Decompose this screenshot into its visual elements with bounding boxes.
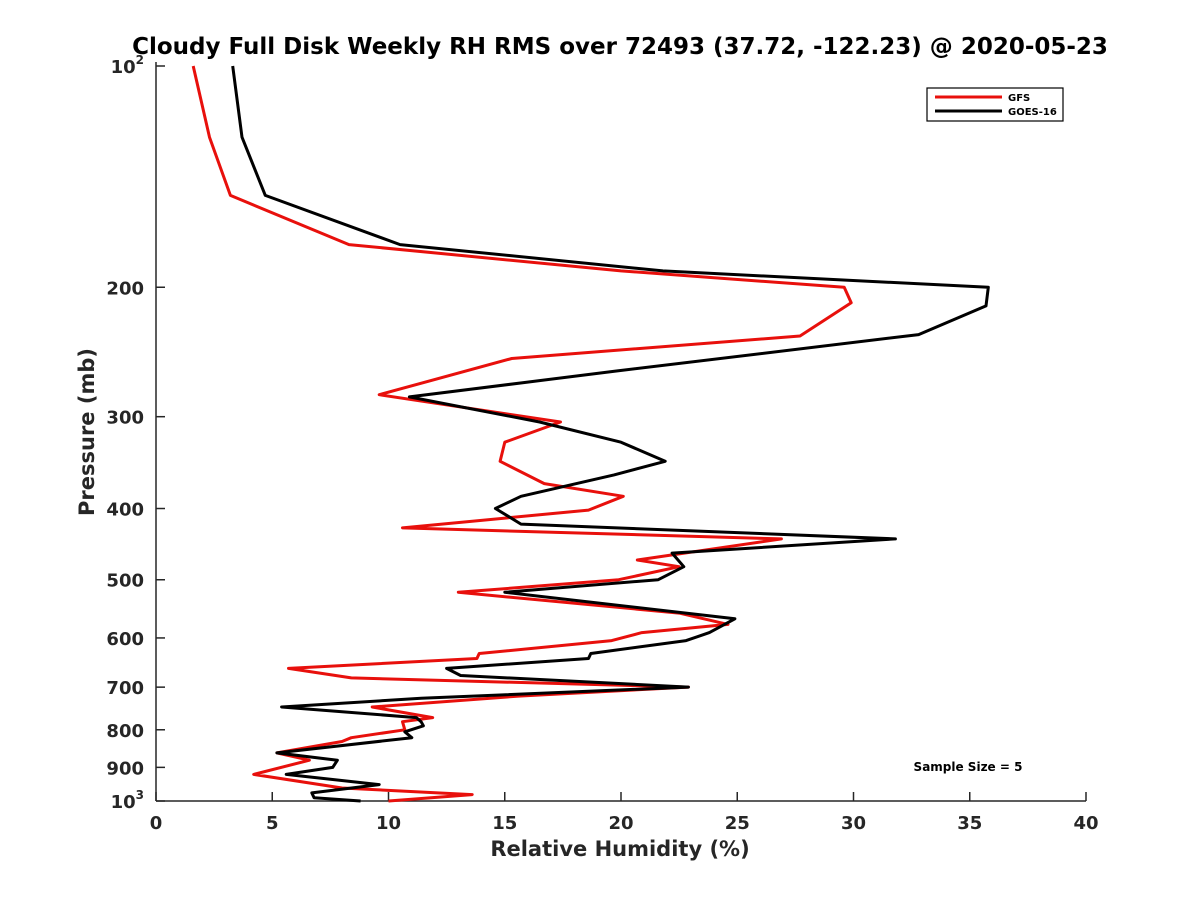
y-tick-label: 600 (106, 629, 144, 650)
legend-label-goes16: GOES-16 (1008, 107, 1057, 118)
y-tick-label: 700 (106, 678, 144, 699)
legend: GFS GOES-16 (926, 87, 1064, 122)
x-axis-label: Relative Humidity (%) (490, 837, 749, 861)
y-axis-label: Pressure (mb) (75, 348, 99, 516)
y-tick-label: 102 (111, 53, 144, 78)
y-tick-label: 103 (111, 788, 144, 813)
x-tick-label: 10 (376, 813, 401, 834)
y-tick-label: 200 (106, 278, 144, 299)
y-tick-label: 800 (106, 721, 144, 742)
x-tick-label: 40 (1073, 813, 1098, 834)
legend-label-gfs: GFS (1008, 93, 1030, 104)
series-line-gfs (191, 65, 853, 803)
series-layer (191, 65, 990, 803)
x-tick-label: 15 (492, 813, 517, 834)
x-tick-label: 35 (957, 813, 982, 834)
x-tick-label: 25 (725, 813, 750, 834)
y-tick-label: 400 (106, 500, 144, 521)
x-tick-label: 30 (841, 813, 866, 834)
y-axis-ticks: 102 200 300 400 500 600 700 800 900 103 (106, 53, 165, 813)
legend-box (926, 87, 1064, 122)
x-tick-label: 20 (608, 813, 633, 834)
sample-size-annotation: Sample Size = 5 (914, 760, 1023, 774)
y-tick-label: 900 (106, 758, 144, 779)
y-tick-label: 500 (106, 571, 144, 592)
chart-title: Cloudy Full Disk Weekly RH RMS over 7249… (132, 34, 1108, 60)
x-axis-ticks: 0 5 10 15 20 25 30 35 40 (150, 792, 1099, 834)
series-line-goes16 (231, 65, 990, 803)
x-tick-label: 5 (266, 813, 279, 834)
x-tick-label: 0 (150, 813, 163, 834)
y-tick-label: 300 (106, 408, 144, 429)
